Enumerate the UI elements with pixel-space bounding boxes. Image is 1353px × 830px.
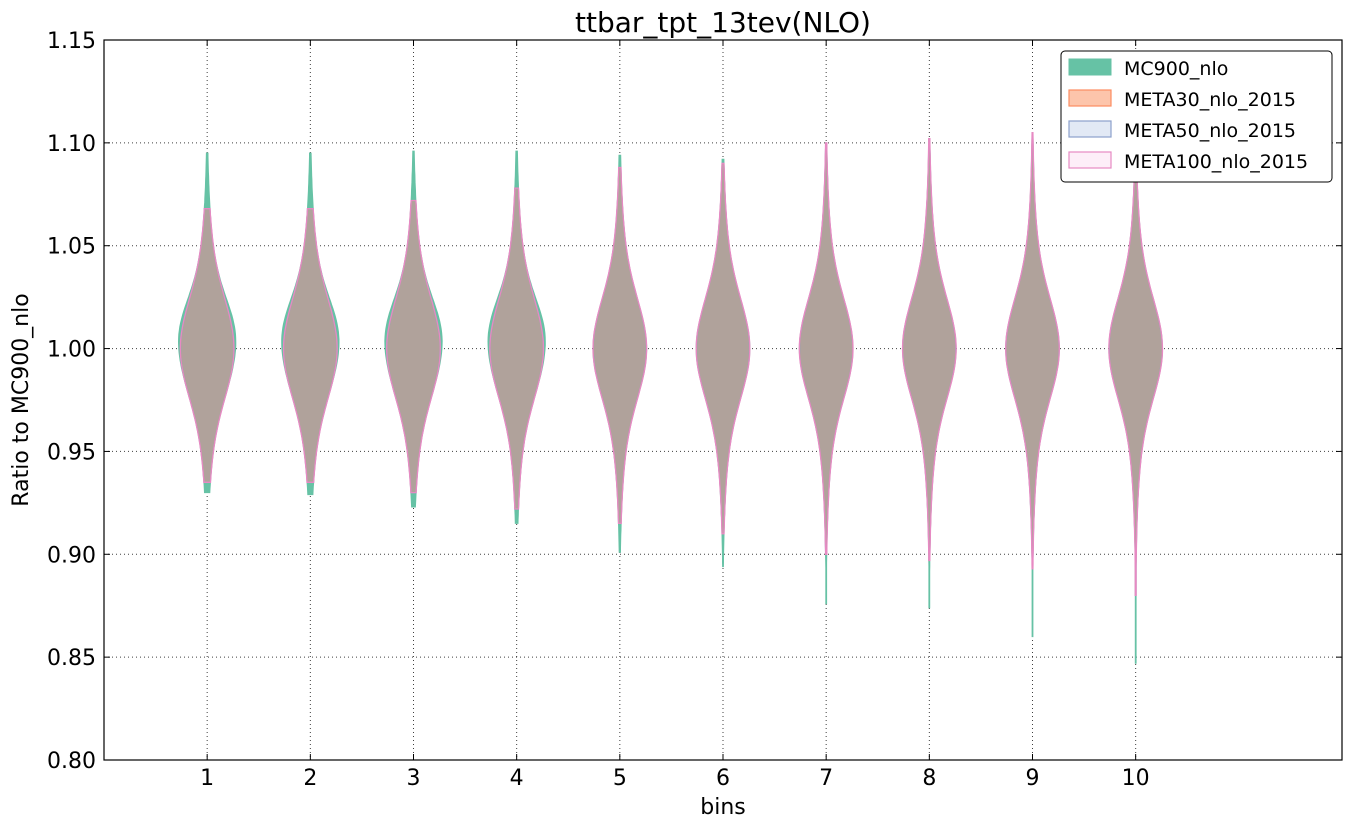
violin-meta50 bbox=[799, 142, 854, 555]
y-axis: 0.80 0.85 0.90 0.95 1.00 1.05 1.10 1.15 bbox=[47, 29, 1342, 774]
y-tick-label: 1.10 bbox=[47, 132, 96, 157]
violin-bin-2 bbox=[281, 152, 340, 496]
x-tick-label: 10 bbox=[1122, 766, 1150, 791]
violin-meta50 bbox=[283, 208, 338, 483]
violin-meta100 bbox=[282, 208, 338, 483]
legend-label-meta50: META50_nlo_2015 bbox=[1124, 120, 1296, 142]
violin-bin-5 bbox=[592, 154, 648, 553]
violin-meta100 bbox=[901, 138, 957, 562]
violin-meta100 bbox=[1005, 131, 1060, 570]
violin-meta100 bbox=[386, 199, 441, 494]
violin-meta50 bbox=[696, 162, 750, 535]
y-tick-label: 1.15 bbox=[47, 29, 96, 54]
y-axis-title: Ratio to MC900_nlo bbox=[9, 293, 34, 506]
y-tick-label: 0.90 bbox=[47, 543, 96, 568]
legend-swatch-meta100 bbox=[1068, 151, 1112, 169]
violin-meta100 bbox=[489, 187, 545, 510]
x-axis: 1 2 3 4 5 6 7 8 9 10 bbox=[200, 40, 1150, 791]
x-tick-label: 5 bbox=[613, 766, 627, 791]
x-tick-label: 9 bbox=[1026, 766, 1040, 791]
violin-meta100 bbox=[798, 142, 854, 555]
y-tick-label: 0.85 bbox=[47, 646, 96, 671]
legend-label-meta100: META100_nlo_2015 bbox=[1124, 151, 1308, 173]
violin-bin-7 bbox=[798, 142, 854, 605]
y-tick-label: 0.80 bbox=[47, 749, 96, 774]
x-tick-label: 8 bbox=[922, 766, 936, 791]
legend-label-meta30: META30_nlo_2015 bbox=[1124, 89, 1296, 111]
legend-label-mc900: MC900_nlo bbox=[1124, 58, 1228, 80]
violin-bin-9 bbox=[1005, 131, 1060, 638]
chart-title: ttbar_tpt_13tev(NLO) bbox=[575, 6, 871, 39]
y-tick-label: 1.00 bbox=[47, 338, 96, 363]
legend-swatch-mc900 bbox=[1068, 58, 1112, 76]
violin-bin-10 bbox=[1108, 125, 1164, 664]
violin-bin-6 bbox=[695, 158, 751, 568]
violin-meta50 bbox=[902, 138, 957, 561]
legend: MC900_nlo META30_nlo_2015 META50_nlo_201… bbox=[1060, 50, 1333, 183]
x-tick-label: 7 bbox=[819, 766, 833, 791]
legend-swatch-meta50 bbox=[1068, 120, 1112, 138]
violin-meta50 bbox=[1005, 132, 1060, 570]
violin-bin-8 bbox=[901, 138, 957, 609]
y-tick-label: 1.05 bbox=[47, 235, 96, 260]
violin-meta100 bbox=[695, 162, 751, 535]
violin-meta100 bbox=[179, 208, 235, 483]
x-tick-label: 1 bbox=[200, 766, 214, 791]
legend-box bbox=[1060, 50, 1333, 183]
violin-meta50 bbox=[180, 208, 235, 483]
violin-meta50 bbox=[592, 167, 647, 524]
violins bbox=[177, 125, 1164, 664]
x-axis-title: bins bbox=[700, 795, 745, 820]
x-tick-label: 4 bbox=[510, 766, 524, 791]
y-tick-label: 0.95 bbox=[47, 440, 96, 465]
violin-meta50 bbox=[386, 200, 441, 494]
violin-bin-4 bbox=[487, 150, 546, 524]
x-tick-label: 3 bbox=[407, 766, 421, 791]
x-tick-label: 6 bbox=[716, 766, 730, 791]
violin-bin-1 bbox=[177, 152, 237, 494]
violin-meta50 bbox=[1108, 125, 1163, 596]
violin-meta50 bbox=[489, 187, 544, 510]
violin-meta100 bbox=[592, 166, 648, 525]
legend-swatch-meta30 bbox=[1068, 89, 1112, 107]
x-tick-label: 2 bbox=[303, 766, 317, 791]
violin-bin-3 bbox=[384, 150, 443, 508]
